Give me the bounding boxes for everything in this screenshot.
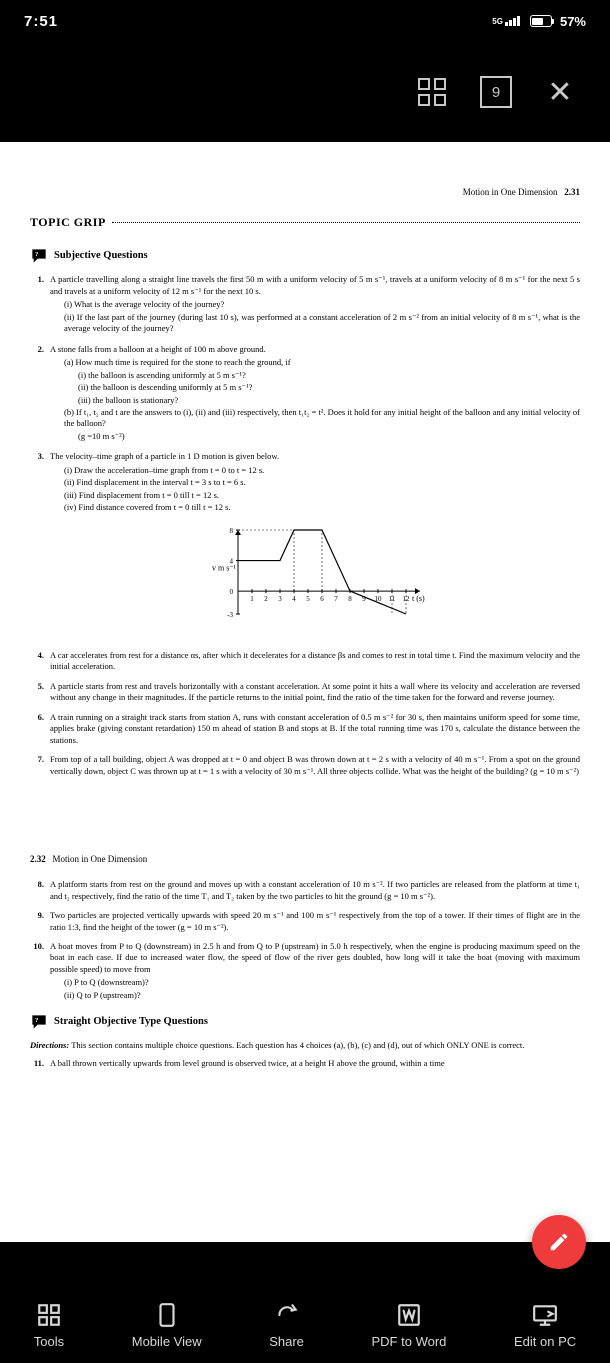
svg-text:5: 5 — [306, 595, 310, 603]
battery-icon — [530, 15, 552, 27]
svg-text:4: 4 — [292, 595, 296, 603]
share-icon — [274, 1302, 300, 1328]
app-toolbar: 9 ✕ — [0, 42, 610, 142]
question-5: 5.A particle starts from rest and travel… — [30, 681, 580, 704]
pc-icon — [532, 1302, 558, 1328]
svg-text:8: 8 — [348, 595, 352, 603]
question-9: 9.Two particles are projected vertically… — [30, 910, 580, 933]
question-6: 6.A train running on a straight track st… — [30, 712, 580, 746]
question-10: 10. A boat moves from P to Q (downstream… — [30, 941, 580, 1002]
subjective-heading: ? Subjective Questions — [30, 248, 580, 264]
status-right: 5G 57% — [492, 14, 586, 29]
svg-text:-3: -3 — [227, 611, 233, 619]
question-3: 3. The velocity–time graph of a particle… — [30, 451, 580, 641]
thumbnail-grid-icon[interactable] — [414, 74, 450, 110]
vt-graph: 123456789101112-3048v m s⁻¹t (s) — [50, 522, 580, 632]
page-number-button[interactable]: 9 — [478, 74, 514, 110]
question-4: 4.A car accelerates from rest for a dist… — [30, 650, 580, 673]
mobile-view-button[interactable]: Mobile View — [132, 1302, 202, 1349]
page-2: 2.32 Motion in One Dimension 8.A platfor… — [0, 809, 610, 1101]
topic-grip-heading: TOPIC GRIP — [30, 214, 580, 230]
status-bar: 7:51 5G 57% — [0, 0, 610, 42]
pencil-icon — [548, 1231, 570, 1253]
tools-icon — [36, 1302, 62, 1328]
word-icon — [396, 1302, 422, 1328]
mobile-icon — [154, 1302, 180, 1328]
svg-text:3: 3 — [278, 595, 282, 603]
svg-text:7: 7 — [334, 595, 338, 603]
svg-text:t (s): t (s) — [412, 594, 425, 603]
bottom-bar: Tools Mobile View Share PDF to Word Edit… — [0, 1287, 610, 1363]
document-viewport[interactable]: Motion in One Dimension 2.31 TOPIC GRIP … — [0, 142, 610, 1242]
clock: 7:51 — [24, 13, 58, 30]
question-list-2: 8.A platform starts from rest on the gro… — [30, 879, 580, 1002]
svg-text:v m s⁻¹: v m s⁻¹ — [212, 563, 237, 572]
question-list: 1. A particle travelling along a straigh… — [30, 274, 580, 777]
question-8: 8.A platform starts from rest on the gro… — [30, 879, 580, 902]
question-7: 7.From top of a tall building, object A … — [30, 754, 580, 777]
question-2: 2. A stone falls from a balloon at a hei… — [30, 344, 580, 444]
objective-heading: ? Straight Objective Type Questions — [30, 1014, 580, 1030]
close-icon[interactable]: ✕ — [542, 74, 578, 110]
svg-text:?: ? — [35, 251, 38, 258]
page-header-2: 2.32 Motion in One Dimension — [30, 853, 580, 865]
question-1: 1. A particle travelling along a straigh… — [30, 274, 580, 335]
network-label: 5G — [492, 17, 503, 26]
page-1: Motion in One Dimension 2.31 TOPIC GRIP … — [0, 142, 610, 809]
battery-pct: 57% — [560, 14, 586, 29]
svg-text:2: 2 — [264, 595, 268, 603]
edit-on-pc-button[interactable]: Edit on PC — [514, 1302, 576, 1349]
svg-text:8: 8 — [230, 527, 234, 535]
svg-text:?: ? — [35, 1017, 38, 1024]
pdf-to-word-button[interactable]: PDF to Word — [372, 1302, 447, 1349]
page-header: Motion in One Dimension 2.31 — [30, 186, 580, 198]
directions: Directions: Directions: This section con… — [30, 1040, 580, 1051]
svg-text:6: 6 — [320, 595, 324, 603]
share-button[interactable]: Share — [269, 1302, 304, 1349]
speech-icon: ? — [30, 248, 48, 264]
edit-fab[interactable] — [532, 1215, 586, 1269]
tools-button[interactable]: Tools — [34, 1302, 64, 1349]
svg-text:0: 0 — [230, 588, 234, 596]
signal-icon — [505, 16, 520, 26]
svg-text:1: 1 — [250, 595, 254, 603]
question-list-3: 11.A ball thrown vertically upwards from… — [30, 1058, 580, 1069]
speech-icon: ? — [30, 1014, 48, 1030]
question-11: 11.A ball thrown vertically upwards from… — [30, 1058, 580, 1069]
